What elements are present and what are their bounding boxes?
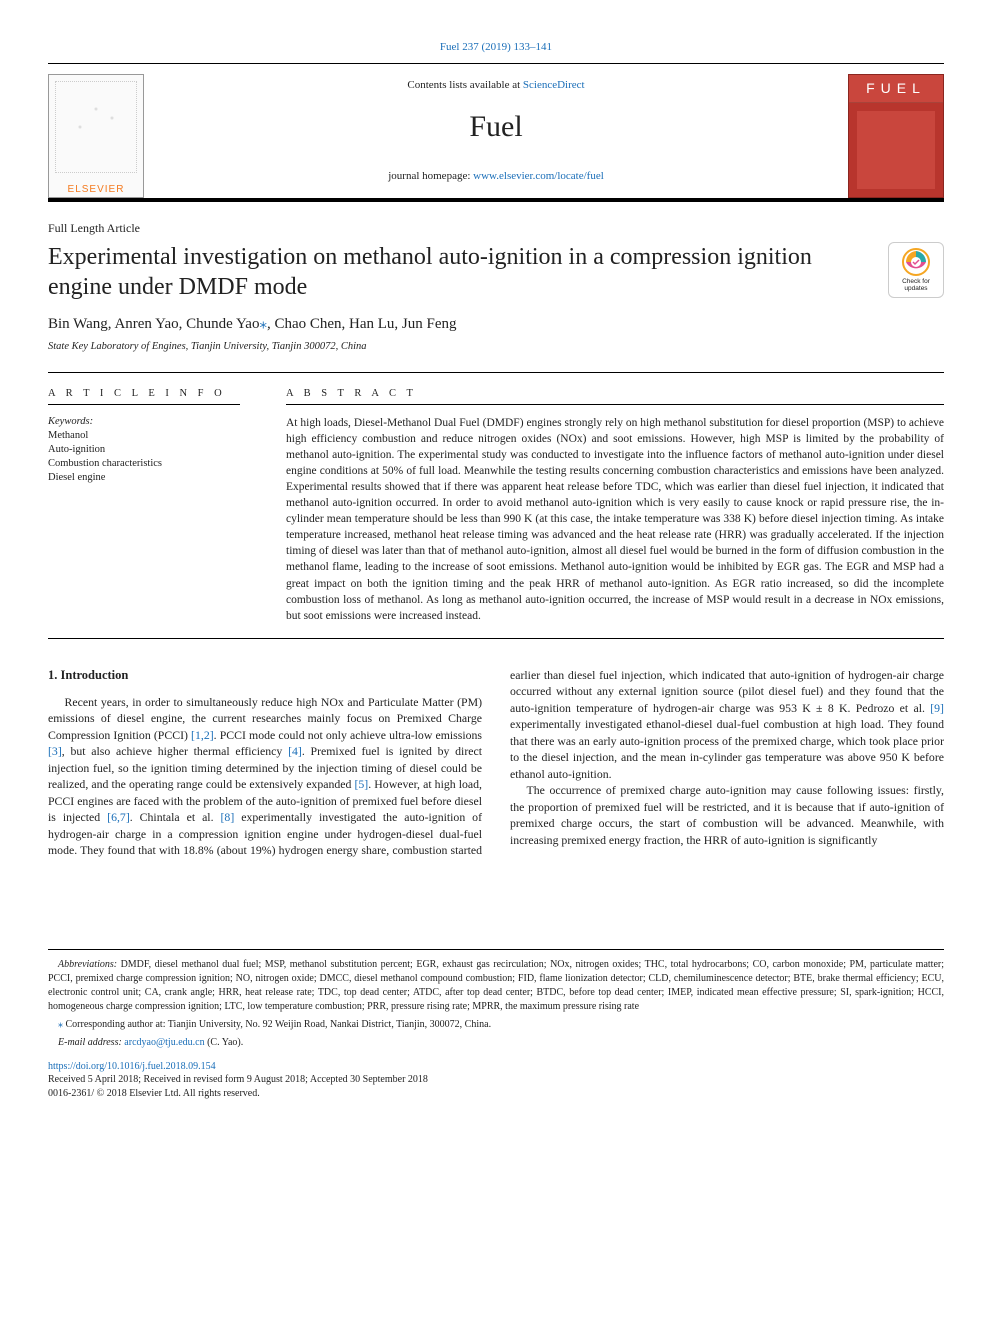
abbrev-text: DMDF, diesel methanol dual fuel; MSP, me… [48,959,944,1012]
crossmark-icon [902,248,930,276]
doi-history-block: https://doi.org/10.1016/j.fuel.2018.09.1… [48,1060,944,1101]
ref-link[interactable]: [6,7] [107,810,130,824]
article-type: Full Length Article [48,220,944,236]
sciencedirect-link[interactable]: ScienceDirect [523,79,585,91]
contents-prefix: Contents lists available at [407,79,522,91]
footnotes-block: Abbreviations: DMDF, diesel methanol dua… [48,949,944,1050]
journal-name: Fuel [156,107,836,148]
email-footnote: E-mail address: arcdyao@tju.edu.cn (C. Y… [48,1036,944,1050]
elsevier-logo: ELSEVIER [48,74,144,198]
cover-body [857,111,935,189]
corresponding-author-footnote: ⁎ Corresponding author at: Tianjin Unive… [48,1018,944,1032]
authors-part2: , Chao Chen, Han Lu, Jun Feng [267,316,457,332]
elsevier-word: ELSEVIER [68,183,125,197]
body-two-columns: 1. Introduction Recent years, in order t… [48,667,944,859]
corresponding-email-link[interactable]: arcdyao@tju.edu.cn [124,1037,204,1048]
homepage-link[interactable]: www.elsevier.com/locate/fuel [473,170,604,182]
corresponding-marker[interactable]: ⁎ [259,316,267,332]
abbrev-label: Abbreviations: [58,959,117,970]
article-history: Received 5 April 2018; Received in revis… [48,1073,944,1087]
header-center: Contents lists available at ScienceDirec… [156,74,836,198]
citation-link[interactable]: Fuel 237 (2019) 133–141 [440,41,552,53]
contents-line: Contents lists available at ScienceDirec… [156,78,836,93]
check-for-updates-badge[interactable]: Check forupdates [888,242,944,298]
authors-part1: Bin Wang, Anren Yao, Chunde Yao [48,316,259,332]
section-heading-introduction: 1. Introduction [48,667,482,684]
keyword: Methanol [48,429,240,443]
abstract-column: A B S T R A C T At high loads, Diesel-Me… [258,373,944,637]
keywords-heading: Keywords: [48,415,240,429]
cover-title: FUEL [849,75,943,103]
homepage-line: journal homepage: www.elsevier.com/locat… [156,169,836,184]
affiliation: State Key Laboratory of Engines, Tianjin… [48,340,944,354]
ref-link[interactable]: [5] [354,777,368,791]
keyword: Diesel engine [48,471,240,485]
doi-link[interactable]: https://doi.org/10.1016/j.fuel.2018.09.1… [48,1061,216,1072]
article-info-label: A R T I C L E I N F O [48,387,240,401]
corr-text: Corresponding author at: Tianjin Univers… [63,1019,491,1030]
journal-cover-thumbnail: FUEL [848,74,944,198]
homepage-prefix: journal homepage: [388,170,473,182]
article-info-column: A R T I C L E I N F O Keywords: Methanol… [48,373,258,637]
abstract-label: A B S T R A C T [286,387,944,401]
elsevier-tree-icon [55,81,137,173]
keyword: Combustion characteristics [48,457,240,471]
email-suffix: (C. Yao). [205,1037,244,1048]
badge-text: Check forupdates [902,278,930,292]
copyright-line: 0016-2361/ © 2018 Elsevier Ltd. All righ… [48,1087,944,1101]
journal-header: ELSEVIER Contents lists available at Sci… [48,63,944,202]
abstract-text: At high loads, Diesel-Methanol Dual Fuel… [286,415,944,624]
ref-link[interactable]: [4] [288,744,302,758]
ref-link[interactable]: [8] [221,810,235,824]
info-abstract-block: A R T I C L E I N F O Keywords: Methanol… [48,372,944,638]
ref-link[interactable]: [9] [930,701,944,715]
email-label: E-mail address: [58,1037,122,1048]
author-list: Bin Wang, Anren Yao, Chunde Yao⁎, Chao C… [48,314,944,334]
ref-link[interactable]: [3] [48,744,62,758]
keyword: Auto-ignition [48,443,240,457]
ref-link[interactable]: [1,2] [191,728,214,742]
abbreviations-footnote: Abbreviations: DMDF, diesel methanol dua… [48,958,944,1014]
intro-paragraph-2: The occurrence of premixed charge auto-i… [510,782,944,848]
running-head-citation: Fuel 237 (2019) 133–141 [48,40,944,55]
article-title: Experimental investigation on methanol a… [48,242,944,302]
